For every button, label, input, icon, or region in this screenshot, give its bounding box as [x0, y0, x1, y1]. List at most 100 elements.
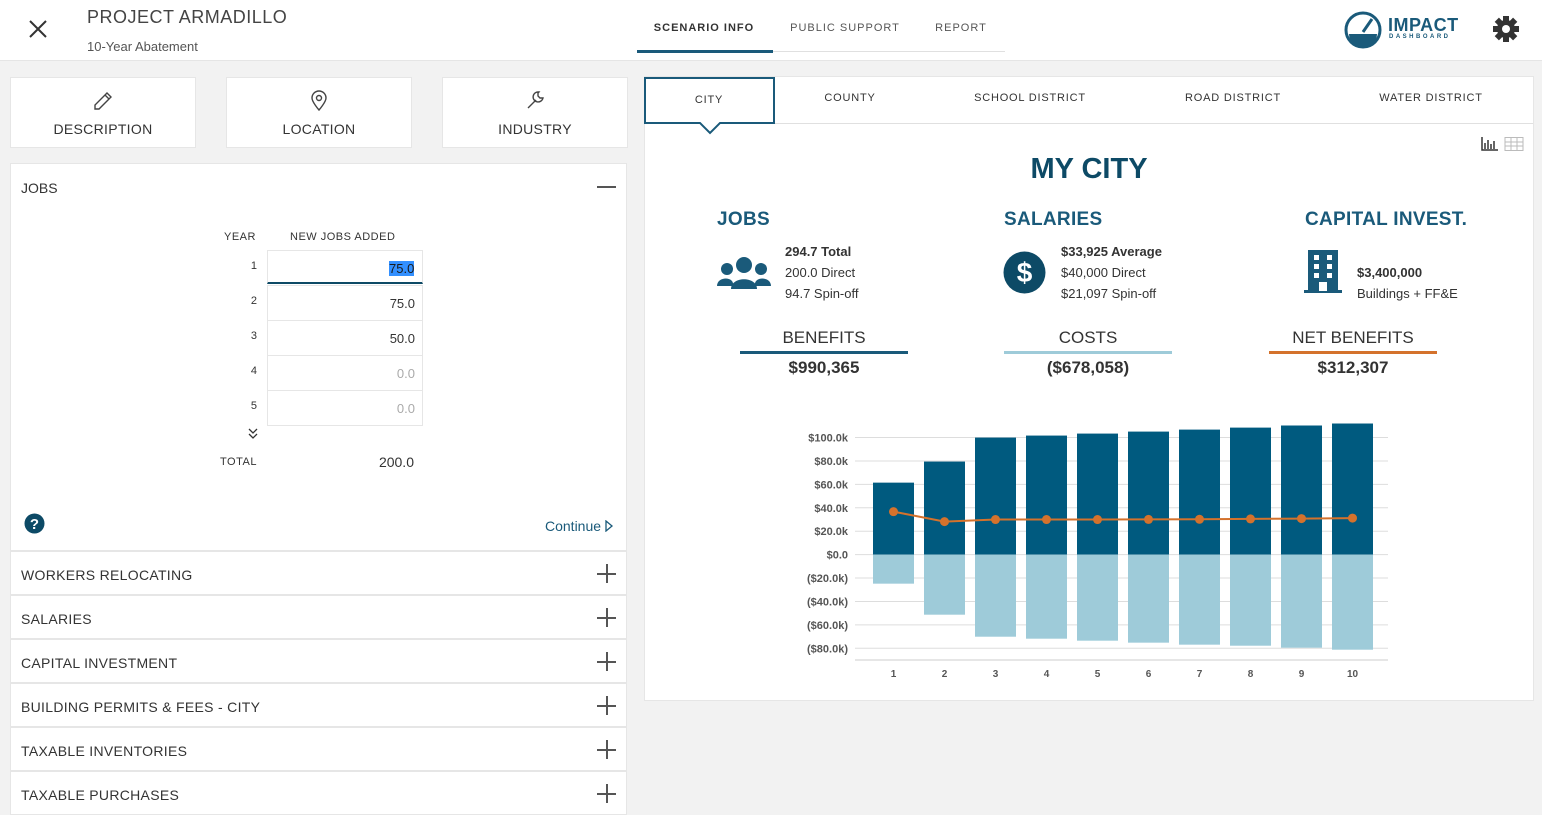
svg-text:$: $ [1017, 257, 1033, 288]
total-label: TOTAL [220, 456, 257, 468]
bar [1128, 554, 1169, 643]
jobs-value: 75.0 [389, 296, 415, 311]
continue-arrow [605, 520, 614, 532]
bar [1332, 423, 1373, 555]
bar [1026, 554, 1067, 639]
continue-button[interactable]: Continue [545, 518, 602, 534]
view-toggle[interactable] [1481, 136, 1525, 152]
year-label: 3 [250, 330, 257, 342]
net-point [991, 515, 1000, 525]
year-label: 1 [250, 260, 257, 272]
stat-line: $33,925 Average [1061, 244, 1162, 259]
district-tab[interactable]: CITY [694, 94, 724, 106]
net-point [1093, 515, 1102, 525]
expand-rows[interactable] [248, 428, 258, 440]
total-value: 200.0 [378, 454, 414, 470]
card[interactable] [226, 77, 412, 148]
x-tick-label: 7 [1197, 669, 1203, 680]
section-row[interactable] [10, 595, 627, 639]
collapse-button[interactable] [597, 186, 616, 188]
stat-heading: CAPITAL INVEST. [1305, 209, 1468, 230]
total-value: $312,307 [1317, 358, 1389, 377]
card-icon [311, 90, 327, 111]
section-title: TAXABLE INVENTORIES [21, 743, 188, 759]
column-header: NEW JOBS ADDED [290, 231, 396, 243]
bar [975, 554, 1016, 637]
bar [924, 554, 965, 615]
section-row[interactable] [10, 727, 627, 771]
jobs-value: 0.0 [396, 366, 415, 381]
close-button[interactable] [28, 19, 48, 39]
logo-icon [1344, 11, 1382, 49]
net-point [889, 507, 898, 517]
jobs-input[interactable] [267, 390, 423, 426]
expand-v [606, 608, 608, 627]
stat-line: 94.7 Spin-off [785, 286, 859, 301]
chart: ($80.0k) ($60.0k) ($40.0k) ($20.0k) $0.0 $20.… [807, 423, 1388, 680]
x-tick-label: 1 [891, 669, 897, 680]
x-tick-label: 9 [1299, 669, 1305, 680]
x-tick-label: 6 [1146, 669, 1152, 680]
bar [1281, 425, 1322, 555]
district-tab[interactable]: COUNTY [824, 92, 876, 104]
x-tick-label: 3 [993, 669, 999, 680]
jobs-value: 0.0 [396, 401, 415, 416]
bar [1230, 427, 1271, 555]
district-tab[interactable]: WATER DISTRICT [1379, 92, 1483, 104]
district-tab[interactable]: SCHOOL DISTRICT [974, 92, 1086, 104]
y-tick-label: ($40.0k) [807, 596, 848, 608]
net-point [1246, 514, 1255, 524]
card-icon [94, 92, 112, 110]
x-tick-label: 2 [942, 669, 948, 680]
jobs-value: 50.0 [389, 331, 415, 346]
settings-button[interactable] [1492, 15, 1520, 43]
total-label: COSTS [1058, 328, 1118, 347]
stat-line: Buildings + FF&E [1357, 286, 1458, 301]
logo-tagline: DASHBOARD [1389, 34, 1451, 40]
year-label: 5 [250, 400, 257, 412]
expand-v [606, 564, 608, 583]
jobs-title: JOBS [21, 180, 58, 196]
district-tab[interactable]: ROAD DISTRICT [1185, 92, 1281, 104]
stat-heading: JOBS [717, 209, 770, 230]
net-point [1195, 514, 1204, 524]
section-row[interactable] [10, 771, 627, 815]
nav-tab[interactable]: SCENARIO INFO [653, 22, 755, 34]
net-point [1042, 515, 1051, 525]
total-underline [1004, 351, 1172, 354]
net-point [1144, 514, 1153, 524]
y-tick-label: ($80.0k) [807, 643, 848, 655]
card-label: LOCATION [282, 121, 356, 137]
bar [1281, 554, 1322, 648]
stat-line: $3,400,000 [1357, 265, 1423, 280]
jobs-input[interactable] [267, 355, 423, 391]
nav-tab[interactable]: REPORT [935, 22, 987, 34]
bar [1230, 554, 1271, 646]
svg-text:?: ? [30, 516, 39, 533]
active-tab-caret [699, 122, 721, 135]
year-label: 2 [250, 295, 257, 307]
net-point [1348, 513, 1357, 523]
stat-line: 294.7 Total [785, 244, 852, 259]
y-tick-label: $80.0k [814, 456, 849, 468]
bar [1179, 554, 1220, 645]
expand-v [606, 696, 608, 715]
active-tab-indicator [637, 50, 773, 53]
jobs-value: 75.0 [389, 261, 415, 276]
nav-tab[interactable]: PUBLIC SUPPORT [790, 22, 900, 34]
section-row[interactable] [10, 639, 627, 683]
bar [1077, 554, 1118, 641]
jobs-icon [717, 257, 771, 289]
net-point [1297, 514, 1306, 524]
year-label: 4 [250, 365, 257, 377]
help-button[interactable]: ? [24, 513, 45, 534]
section-row[interactable] [10, 551, 627, 595]
net-line [893, 510, 1353, 523]
bar [1179, 429, 1220, 555]
card[interactable] [10, 77, 196, 148]
section-row[interactable] [10, 683, 627, 727]
bar [924, 461, 965, 555]
stat-line: 200.0 Direct [785, 265, 856, 280]
expand-v [606, 784, 608, 803]
card[interactable] [442, 77, 628, 148]
